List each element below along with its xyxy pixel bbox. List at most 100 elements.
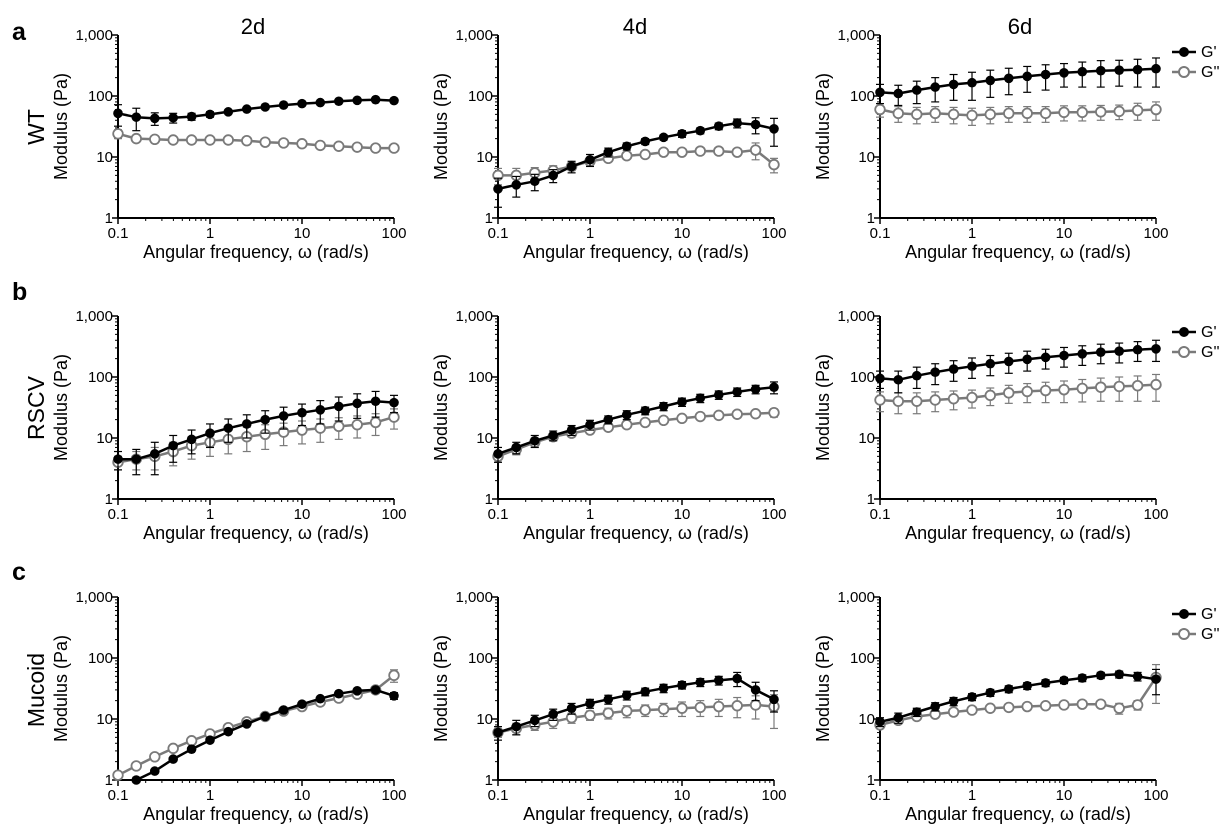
data-point-g-prime (168, 754, 178, 764)
row-label-wt: WT (23, 109, 49, 145)
data-point-g-double-prime (1021, 385, 1033, 398)
data-point-g-prime (1114, 669, 1124, 680)
data-point-g-prime (695, 125, 706, 136)
data-point-g-prime (389, 397, 399, 408)
series-line-g-prime (879, 347, 1157, 382)
data-point-g-double-prime (222, 134, 234, 146)
y-axis-label: Modulus (Pa) (813, 635, 833, 742)
y-tick-label: 1,000 (75, 589, 113, 606)
data-point-g-double-prime (749, 408, 762, 420)
data-point-g-double-prime (130, 760, 142, 772)
y-tick-label: 10 (96, 149, 113, 166)
data-point-g-double-prime (112, 769, 124, 781)
data-point-g-double-prime (621, 705, 633, 717)
data-point-g-prime (548, 170, 558, 181)
x-tick-label: 10 (1056, 787, 1073, 804)
data-point-g-prime (493, 727, 503, 738)
legend-row-2: G' G'' (1172, 324, 1220, 361)
data-point-g-prime (131, 112, 142, 122)
data-point-g-prime (297, 699, 307, 709)
y-tick-label: 1,000 (837, 308, 875, 325)
data-point-g-double-prime (1131, 380, 1144, 392)
series-line-g-double-prime (879, 676, 1158, 727)
data-point-g-double-prime (112, 128, 124, 140)
y-tick-label: 1 (867, 772, 875, 789)
series-line-g-double-prime (879, 383, 1157, 403)
data-point-g-prime (713, 675, 724, 686)
y-tick-label: 10 (96, 711, 113, 728)
data-point-g-prime (658, 132, 669, 143)
y-tick-label: 100 (468, 369, 493, 386)
data-point-g-double-prime (259, 136, 271, 148)
series-line-g-double-prime (117, 132, 394, 150)
y-tick-label: 1 (105, 772, 113, 789)
y-tick-label: 1,000 (455, 308, 493, 325)
data-point-g-prime (511, 721, 522, 732)
data-point-g-double-prime (1058, 699, 1070, 711)
data-point-g-prime (911, 370, 922, 381)
data-point-g-double-prime (351, 419, 363, 431)
data-point-g-double-prime (621, 419, 633, 431)
data-point-g-prime (1132, 344, 1143, 355)
data-point-g-double-prime (130, 132, 142, 145)
data-point-g-double-prime (768, 406, 780, 419)
data-point-g-prime (493, 184, 503, 194)
x-tick-label: 10 (1056, 225, 1073, 242)
y-tick-label: 1 (485, 772, 493, 789)
x-tick-label: 10 (674, 787, 691, 804)
x-tick-label: 10 (1056, 506, 1073, 523)
x-axis-label: Angular frequency, ω (rad/s) (523, 523, 749, 543)
y-tick-label: 1,000 (837, 27, 875, 44)
data-point-g-double-prime (911, 108, 923, 121)
data-point-g-prime (1132, 64, 1143, 75)
data-point-g-prime (168, 112, 178, 123)
data-point-g-prime (985, 687, 996, 698)
data-point-g-prime (186, 434, 197, 445)
data-point-g-prime (389, 95, 399, 106)
data-point-g-prime (875, 373, 885, 384)
data-point-g-prime (149, 113, 160, 124)
y-tick-label: 1 (867, 491, 875, 508)
data-point-g-prime (131, 454, 142, 464)
x-tick-label: 0.1 (488, 787, 509, 804)
y-axis-label: Modulus (Pa) (813, 354, 833, 461)
data-point-g-double-prime (1095, 381, 1107, 393)
x-axis-label: Angular frequency, ω (rad/s) (143, 804, 369, 824)
data-point-g-double-prime (1131, 699, 1144, 711)
data-point-g-prime (677, 680, 687, 690)
data-point-g-double-prime (1076, 382, 1088, 395)
data-point-g-prime (1095, 65, 1106, 76)
data-point-g-prime (511, 442, 522, 453)
data-point-g-prime (585, 154, 595, 165)
data-point-g-double-prime (1058, 383, 1070, 396)
y-tick-label: 100 (88, 369, 113, 386)
panel-letter-a: a (12, 18, 27, 46)
x-tick-label: 100 (1143, 506, 1168, 523)
data-point-g-prime (1077, 673, 1088, 683)
data-point-g-double-prime (984, 108, 996, 121)
x-tick-label: 0.1 (488, 225, 509, 242)
data-point-g-prime (1059, 350, 1069, 361)
data-point-g-prime (566, 425, 577, 435)
data-point-g-double-prime (296, 138, 308, 150)
data-point-g-prime (186, 111, 197, 122)
x-tick-label: 1 (586, 787, 594, 804)
legend-marker-g-prime (1179, 327, 1189, 337)
y-tick-label: 100 (468, 88, 493, 105)
y-tick-label: 100 (468, 650, 493, 667)
x-tick-label: 0.1 (870, 787, 891, 804)
data-point-g-prime (875, 87, 885, 98)
data-point-g-prime (315, 404, 326, 415)
series-line-g-prime (879, 67, 1157, 95)
data-point-g-prime (186, 744, 197, 754)
data-point-g-prime (278, 411, 289, 421)
data-point-g-double-prime (713, 409, 725, 422)
data-point-g-prime (548, 430, 558, 441)
x-tick-label: 0.1 (108, 225, 129, 242)
data-point-g-prime (370, 685, 381, 695)
x-tick-label: 100 (381, 787, 406, 804)
x-tick-label: 0.1 (870, 506, 891, 523)
data-point-g-double-prime (1076, 698, 1088, 710)
